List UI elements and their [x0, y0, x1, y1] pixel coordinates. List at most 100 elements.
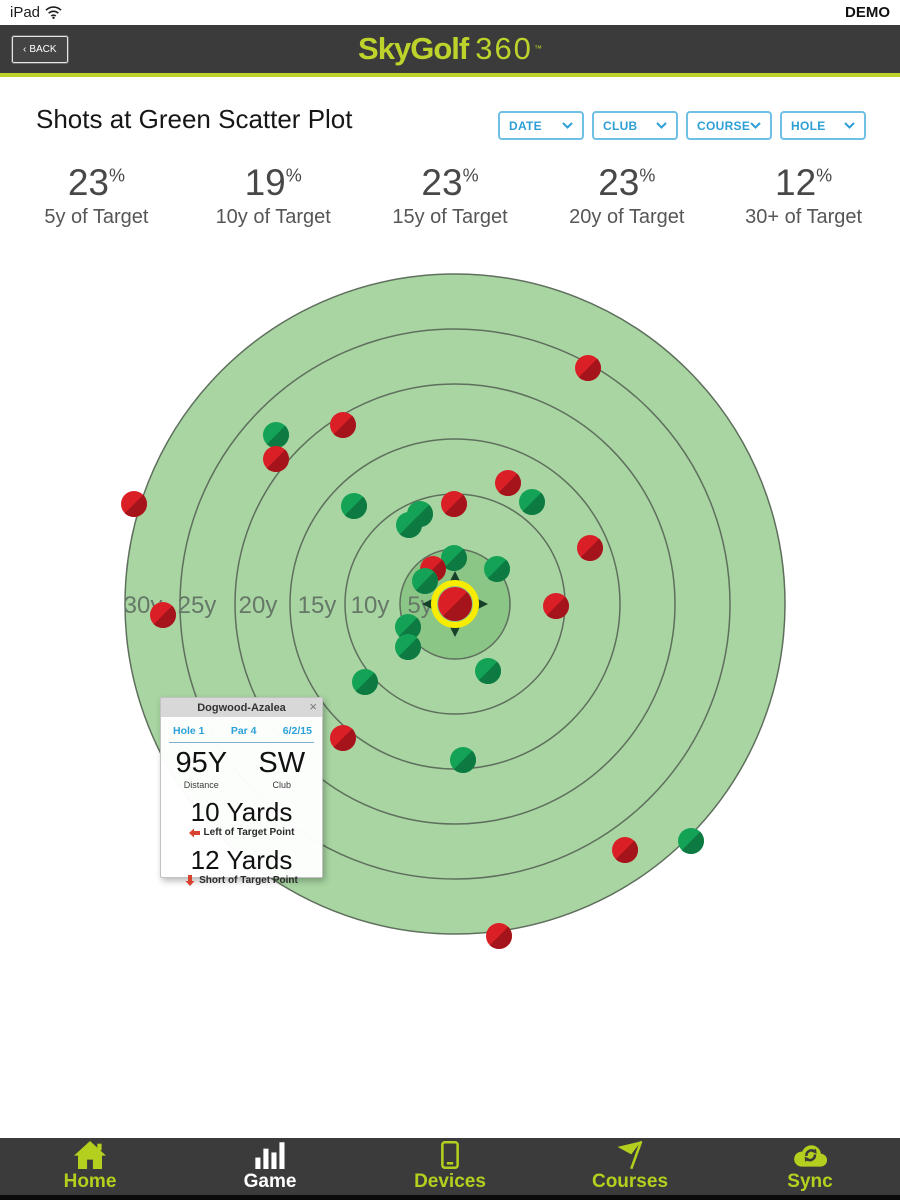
logo-suffix-text: 360 [475, 31, 533, 66]
shot-dot[interactable] [678, 828, 704, 854]
shot-dot[interactable] [352, 669, 378, 695]
shot-dot[interactable] [395, 614, 421, 640]
game-icon [255, 1141, 285, 1169]
shot-dot[interactable] [450, 747, 476, 773]
ring-label-25y: 25y [178, 592, 217, 619]
shot-dot[interactable] [150, 602, 176, 628]
logo-trademark: ™ [533, 44, 542, 53]
tooltip-depth-value: 12 Yards [190, 845, 293, 875]
shot-dot[interactable] [121, 491, 147, 517]
chevron-down-icon [562, 122, 573, 129]
tooltip-club-value: SW [258, 747, 306, 779]
stat-20y: 23% 20y of Target [538, 162, 715, 229]
club-filter-dropdown[interactable]: CLUB [592, 111, 678, 140]
tooltip-header: Dogwood-Azalea × [161, 698, 322, 717]
skygolf-logo: SkyGolf 360 ™ [0, 25, 900, 73]
tooltip-lateral-label: Left of Target Point [203, 827, 295, 838]
stat-label: 30+ of Target [745, 205, 863, 228]
shot-dot[interactable] [330, 725, 356, 751]
shot-dot[interactable] [475, 658, 501, 684]
nav-item-game[interactable]: Game [180, 1138, 360, 1195]
sync-icon [794, 1144, 828, 1167]
wifi-icon [45, 6, 62, 19]
target-arrow-down[interactable] [448, 623, 462, 637]
date-filter-dropdown[interactable]: DATE [498, 111, 584, 140]
tooltip-club-label: Club [272, 780, 291, 790]
ring-label-10y: 10y [351, 592, 390, 619]
shot-dot[interactable] [441, 491, 467, 517]
shot-dot[interactable] [495, 470, 521, 496]
shot-dot[interactable] [612, 837, 638, 863]
down-arrow-icon [185, 875, 195, 886]
nav-item-devices[interactable]: Devices [360, 1138, 540, 1195]
bottom-nav-bar: Home Game Devices Courses [0, 1138, 900, 1200]
stat-value: 19 [244, 162, 286, 203]
stat-5y: 23% 5y of Target [8, 162, 185, 229]
ring-label-15y: 15y [298, 592, 337, 619]
nav-item-home[interactable]: Home [0, 1138, 180, 1195]
hole-filter-label: HOLE [791, 118, 826, 133]
chevron-down-icon [844, 122, 855, 129]
back-button[interactable]: ‹ BACK [11, 35, 69, 64]
shot-dot[interactable] [412, 568, 438, 594]
stat-unit: % [639, 165, 656, 186]
course-filter-label: COURSE [697, 118, 751, 133]
stat-15y: 23% 15y of Target [362, 162, 539, 229]
tooltip-values-row: 95Y Distance SW Club [161, 747, 322, 791]
target-arrow-right[interactable] [474, 597, 488, 611]
left-arrow-icon [188, 828, 200, 837]
nav-label-home: Home [63, 1170, 117, 1192]
tooltip-depth-label: Short of Target Point [199, 875, 298, 886]
app-header: ‹ BACK SkyGolf 360 ™ [0, 25, 900, 73]
status-bar: iPad DEMO [0, 0, 900, 25]
stat-value: 23 [421, 162, 463, 203]
shot-dot[interactable] [577, 535, 603, 561]
hole-filter-dropdown[interactable]: HOLE [780, 111, 866, 140]
stat-10y: 19% 10y of Target [185, 162, 362, 229]
selected-shot-dot[interactable] [438, 587, 472, 621]
tooltip-distance-value: 95Y [175, 747, 228, 779]
tooltip-date: 6/2/15 [282, 725, 312, 737]
back-button-label: BACK [29, 44, 57, 55]
club-filter-label: CLUB [603, 118, 638, 133]
shot-dot[interactable] [543, 593, 569, 619]
ring-label-20y: 20y [239, 592, 278, 619]
tooltip-lateral-row: Left of Target Point [161, 827, 322, 838]
courses-icon [617, 1140, 643, 1169]
nav-label-devices: Devices [414, 1170, 486, 1192]
stat-30plus: 12% 30+ of Target [715, 162, 892, 229]
tooltip-divider [169, 742, 314, 743]
page-title: Shots at Green Scatter Plot [36, 104, 353, 134]
shot-dot[interactable] [575, 355, 601, 381]
course-filter-dropdown[interactable]: COURSE [686, 111, 772, 140]
nav-item-sync[interactable]: Sync [720, 1138, 900, 1195]
tooltip-lateral-value: 10 Yards [190, 797, 293, 827]
shot-dot[interactable] [484, 556, 510, 582]
close-icon[interactable]: × [309, 699, 317, 714]
device-label: iPad [10, 4, 41, 21]
shot-dot[interactable] [330, 412, 356, 438]
shot-dot[interactable] [486, 923, 512, 949]
target-arrow-up[interactable] [448, 571, 462, 585]
shot-dot[interactable] [396, 512, 422, 538]
tooltip-hole: Hole 1 [173, 725, 205, 737]
stat-value: 23 [67, 162, 109, 203]
shot-dot[interactable] [263, 446, 289, 472]
shot-dot[interactable] [519, 489, 545, 515]
stat-unit: % [108, 165, 125, 186]
logo-main-text: SkyGolf [358, 31, 469, 66]
shot-dot[interactable] [441, 545, 467, 571]
chevron-down-icon [656, 122, 667, 129]
stat-label: 10y of Target [215, 205, 331, 228]
back-chevron-icon: ‹ [23, 44, 27, 55]
nav-item-courses[interactable]: Courses [540, 1138, 720, 1195]
accuracy-stats-row: 23% 5y of Target 19% 10y of Target 23% 1… [0, 162, 900, 229]
target-arrow-left[interactable] [422, 597, 436, 611]
stat-unit: % [816, 165, 833, 186]
shot-dot[interactable] [263, 422, 289, 448]
nav-label-courses: Courses [591, 1170, 669, 1192]
shot-dot[interactable] [395, 634, 421, 660]
date-filter-label: DATE [509, 118, 542, 133]
shot-dot[interactable] [341, 493, 367, 519]
